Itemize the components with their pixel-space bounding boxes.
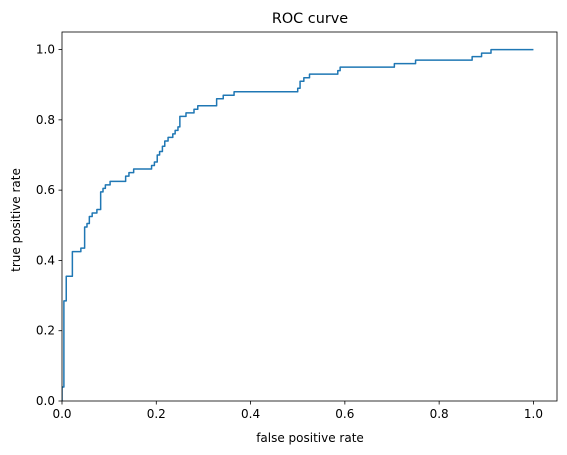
roc-curve-line	[62, 48, 534, 401]
y-tick-label: 0.2	[36, 324, 55, 338]
y-axis-label: true positive rate	[9, 168, 23, 272]
x-tick-label: 0.4	[241, 407, 260, 421]
x-tick-label: 0.0	[52, 407, 71, 421]
x-axis-label: false positive rate	[256, 431, 364, 445]
y-tick-label: 0.4	[36, 253, 55, 267]
y-tick-label: 1.0	[36, 43, 55, 57]
chart-title: ROC curve	[272, 11, 348, 27]
x-tick-label: 0.8	[430, 407, 449, 421]
y-tick-label: 0.0	[36, 394, 55, 408]
x-tick-label: 0.2	[147, 407, 166, 421]
x-axis-ticks: 0.0 0.2 0.4 0.6 0.8 1.0	[52, 401, 543, 421]
y-tick-label: 0.8	[36, 113, 55, 127]
x-tick-label: 0.6	[335, 407, 354, 421]
y-tick-label: 0.6	[36, 183, 55, 197]
x-tick-label: 1.0	[524, 407, 543, 421]
y-axis-ticks: 0.0 0.2 0.4 0.6 0.8 1.0	[36, 43, 62, 408]
plot-area	[61, 31, 558, 402]
plot-frame	[61, 31, 558, 402]
